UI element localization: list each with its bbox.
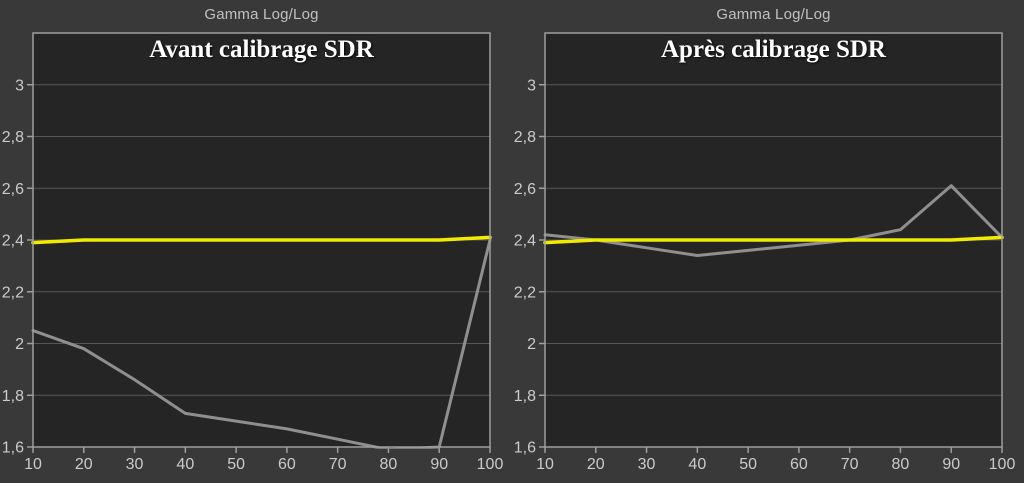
y-tick-label: 1,6 bbox=[514, 440, 536, 457]
y-tick-label: 1,8 bbox=[2, 388, 24, 405]
y-tick-label: 2,4 bbox=[2, 233, 24, 250]
x-tick-label: 20 bbox=[587, 456, 605, 473]
x-tick-label: 40 bbox=[688, 456, 706, 473]
x-tick-label: 20 bbox=[75, 456, 93, 473]
y-tick-label: 3 bbox=[527, 77, 536, 94]
y-tick-label: 2 bbox=[527, 336, 536, 353]
chart-panel-apres-calibrage: 3 2,8 2,6 2,4 2,2 2 1,8 1,6 10 20 30 40 50 60 70 80 90 10… bbox=[512, 0, 1024, 483]
x-tick-label: 50 bbox=[227, 456, 245, 473]
chart-header: Gamma Log/Log bbox=[716, 6, 831, 23]
gamma-cible-line bbox=[31, 235, 492, 245]
x-tick-label: 100 bbox=[477, 456, 504, 473]
x-tick-label: 100 bbox=[989, 456, 1016, 473]
x-tick-label: 10 bbox=[24, 456, 42, 473]
y-tick-label: 2,6 bbox=[2, 181, 24, 198]
gamma-mesure-line bbox=[543, 184, 1004, 257]
x-tick-label: 70 bbox=[841, 456, 859, 473]
gamma-mesure-line bbox=[31, 238, 492, 449]
x-tick-label: 80 bbox=[380, 456, 398, 473]
y-tick-label: 2,2 bbox=[514, 284, 536, 301]
y-tick-label: 3 bbox=[15, 77, 24, 94]
plot-border bbox=[544, 32, 1003, 448]
y-tick-label: 2,4 bbox=[514, 233, 536, 250]
gamma-chart-canvas: 3 2,8 2,6 2,4 2,2 2 1,8 1,610 20 30 40 50 60 70 80 90 10… bbox=[2, 32, 504, 473]
x-tick-label: 90 bbox=[942, 456, 960, 473]
chart-title: Après calibrage SDR bbox=[661, 36, 886, 63]
y-tick-label: 2 bbox=[15, 336, 24, 353]
chart-header: Gamma Log/Log bbox=[204, 6, 319, 23]
x-tick-label: 60 bbox=[790, 456, 808, 473]
x-tick-label: 70 bbox=[329, 456, 347, 473]
chart-title: Avant calibrage SDR bbox=[149, 36, 374, 63]
y-tick-label: 1,6 bbox=[2, 440, 24, 457]
x-tick-label: 80 bbox=[892, 456, 910, 473]
chart-panel-avant-calibrage: 3 2,8 2,6 2,4 2,2 2 1,8 1,6 10 20 30 40 50 60 70 80 90 10… bbox=[2, 6, 504, 473]
x-tick-label: 50 bbox=[739, 456, 757, 473]
y-tick-label: 2,8 bbox=[514, 129, 536, 146]
plot-border bbox=[32, 32, 491, 448]
x-tick-label: 60 bbox=[278, 456, 296, 473]
gamma-chart-canvas: 3 2,8 2,6 2,4 2,2 2 1,8 1,610 20 30 40 50 60 70 80 90 10… bbox=[514, 32, 1016, 473]
y-tick-label: 2,8 bbox=[2, 129, 24, 146]
gamma-cible-line bbox=[543, 235, 1004, 245]
x-tick-label: 10 bbox=[536, 456, 554, 473]
y-tick-label: 2,6 bbox=[514, 181, 536, 198]
x-tick-label: 90 bbox=[430, 456, 448, 473]
y-tick-label: 1,8 bbox=[514, 388, 536, 405]
y-tick-label: 2,2 bbox=[2, 284, 24, 301]
x-tick-label: 40 bbox=[176, 456, 194, 473]
x-tick-label: 30 bbox=[638, 456, 656, 473]
x-tick-label: 30 bbox=[126, 456, 144, 473]
